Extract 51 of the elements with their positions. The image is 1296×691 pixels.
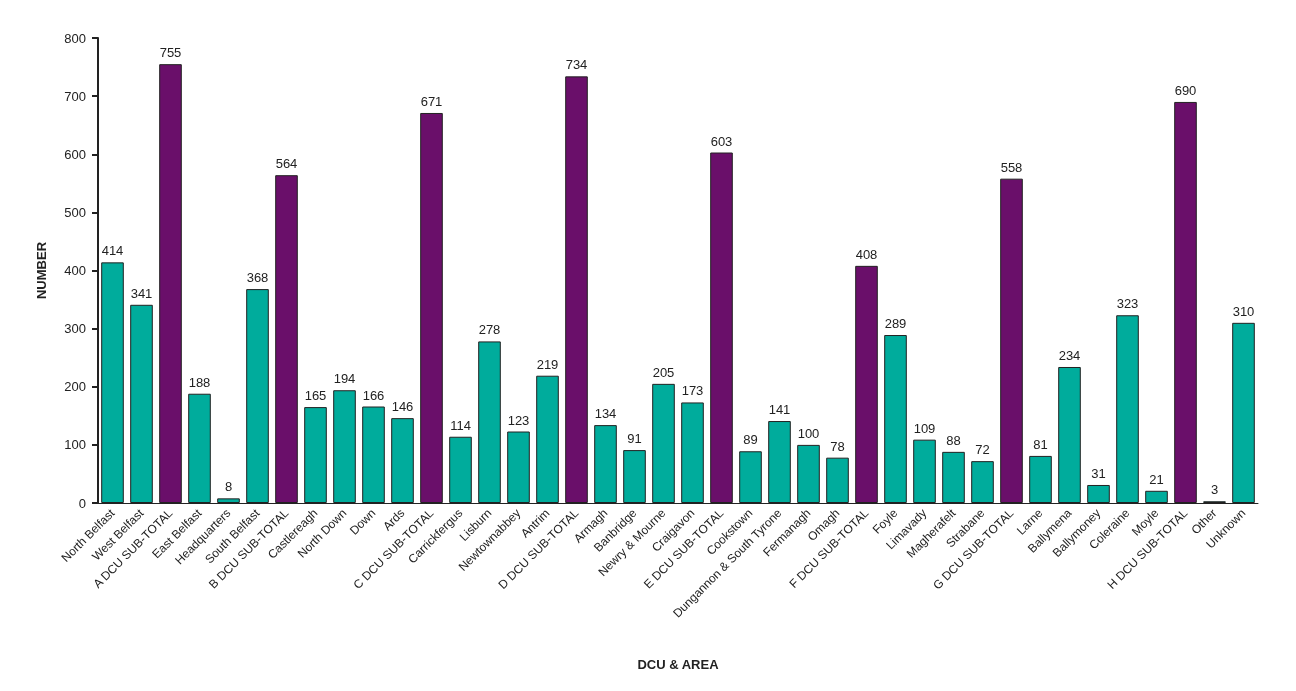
data-label: 165 <box>304 388 327 404</box>
data-label: 88 <box>946 432 961 448</box>
data-label: 21 <box>1149 471 1164 487</box>
data-label: 278 <box>478 322 501 338</box>
data-label: 564 <box>275 156 298 172</box>
data-label: 166 <box>362 387 385 403</box>
data-label: 671 <box>420 93 443 109</box>
data-label: 310 <box>1232 303 1255 319</box>
data-label: 755 <box>159 45 182 61</box>
y-tick-label: 600 <box>64 146 86 162</box>
data-label: 146 <box>391 399 414 415</box>
data-label: 205 <box>652 364 675 380</box>
data-label: 123 <box>507 412 530 428</box>
data-label: 31 <box>1091 465 1106 481</box>
data-label: 603 <box>710 133 733 149</box>
data-label: 558 <box>1000 159 1023 175</box>
y-tick-label: 700 <box>64 88 86 104</box>
data-label: 3 <box>1210 482 1219 498</box>
y-tick-label: 100 <box>64 437 86 453</box>
data-label: 109 <box>913 420 936 436</box>
data-label: 78 <box>830 438 845 454</box>
data-label: 408 <box>855 246 878 262</box>
data-label: 72 <box>975 442 990 458</box>
y-tick-label: 200 <box>64 379 86 395</box>
data-label: 289 <box>884 316 907 332</box>
data-label: 194 <box>333 371 356 387</box>
data-label: 734 <box>565 57 588 73</box>
data-label: 114 <box>450 417 471 433</box>
y-tick-label: 0 <box>78 495 86 511</box>
x-axis-title: DCU & AREA <box>637 657 720 672</box>
y-tick-label: 400 <box>64 263 86 278</box>
data-label: 91 <box>627 431 642 447</box>
data-label: 100 <box>797 425 820 441</box>
y-tick-label: 500 <box>64 204 86 220</box>
y-tick-label: 300 <box>64 321 86 337</box>
data-label: 368 <box>246 270 269 286</box>
data-label: 134 <box>594 406 617 422</box>
data-label: 173 <box>681 383 704 399</box>
y-axis-title: NUMBER <box>34 241 49 300</box>
data-label: 323 <box>1116 296 1139 312</box>
data-label: 414 <box>101 243 124 259</box>
data-label: 8 <box>224 479 233 495</box>
data-label: 81 <box>1033 436 1048 452</box>
data-label: 141 <box>768 402 791 418</box>
data-label: 188 <box>188 374 211 390</box>
data-label: 219 <box>536 356 559 372</box>
data-label: 234 <box>1058 347 1081 363</box>
y-tick-label: 800 <box>64 30 86 46</box>
data-label: 690 <box>1174 82 1197 98</box>
data-label: 89 <box>743 432 758 448</box>
data-label: 341 <box>130 285 153 301</box>
